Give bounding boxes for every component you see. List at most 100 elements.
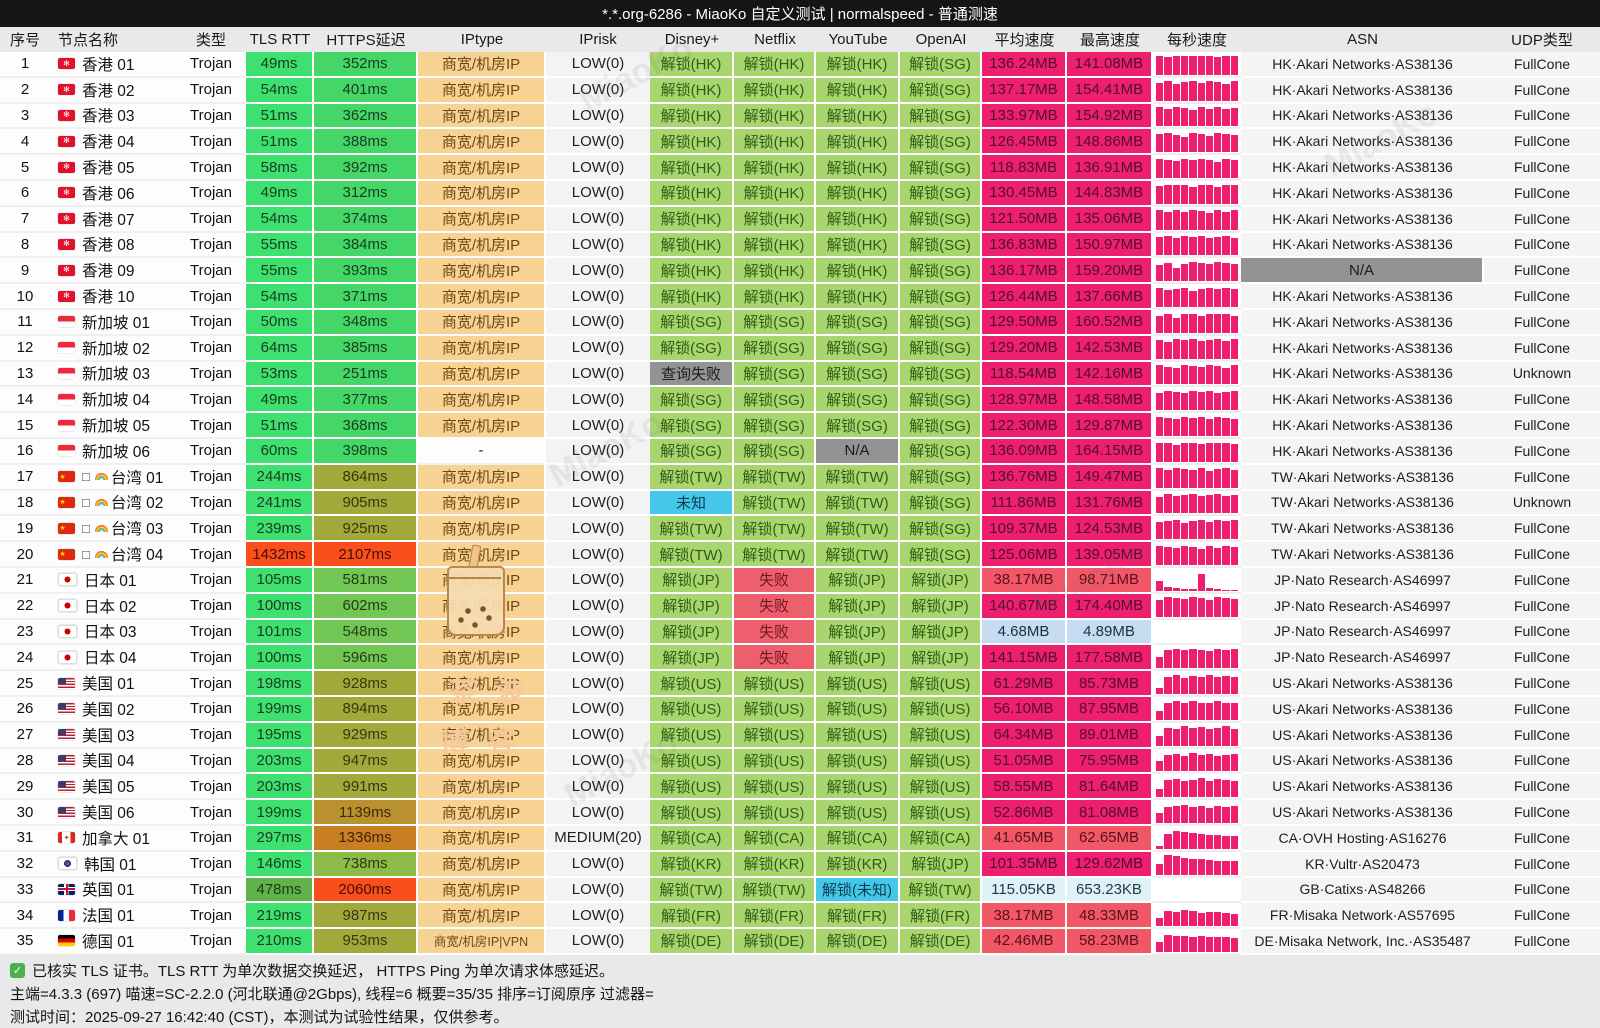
cell-index: 10 [0,284,50,310]
table-row: 22 日本 02 Trojan 100ms 602ms 商宽/机房IP LOW(… [0,593,1600,620]
cell-avg-speed: 64.34MB [982,722,1067,749]
table-header: 序号 节点名称 类型 TLS RTT HTTPS延迟 IPtype IPrisk Disney… [0,27,1600,52]
cell-max-speed: 87.95MB [1067,696,1153,723]
cell-disney: 解锁(JP) [650,567,734,594]
cell-https-latency: 2107ms [314,542,418,568]
footer: ✓ 已核实 TLS 证书。TLS RTT 为单次数据交换延迟， HTTPS Pi… [0,954,1600,1028]
cell-youtube: 解锁(TW) [816,542,900,568]
cell-node-name: 香港 10 [50,284,176,310]
cell-index: 13 [0,361,50,388]
cell-asn: US·Akari Networks·AS38136 [1241,800,1484,826]
cell-iprisk: LOW(0) [546,929,650,955]
cell-asn: HK·Akari Networks·AS38136 [1241,438,1484,465]
cell-type: Trojan [176,516,246,543]
cell-https-latency: 905ms [314,490,418,517]
cell-iptype: 商宽/机房IP [418,696,546,723]
cell-max-speed: 4.89MB [1067,619,1153,646]
cell-iprisk: LOW(0) [546,542,650,568]
cell-iptype: 商宽/机房IP [418,103,546,130]
cell-https-latency: 401ms [314,77,418,104]
cell-openai: 解锁(SG) [900,516,982,543]
cell-type: Trojan [176,774,246,801]
flag-sg-icon [58,393,75,405]
cell-max-speed: 48.33MB [1067,903,1153,930]
flag-hk-icon [58,58,75,70]
cell-node-name: 新加坡 01 [50,309,176,336]
cell-node-name: 美国 03 [50,722,176,749]
cell-node-name: □台湾 01 [50,464,176,491]
cell-asn: TW·Akari Networks·AS38136 [1241,516,1484,543]
cell-youtube: 解锁(US) [816,800,900,826]
speed-sparkline [1153,696,1241,723]
cell-node-name: 美国 01 [50,671,176,697]
cell-udp-type: FullCone [1484,929,1600,955]
speed-sparkline [1153,825,1241,852]
cell-asn: JP·Nato Research·AS46997 [1241,619,1484,646]
verified-check-icon: ✓ [10,962,25,978]
speed-sparkline [1153,542,1241,568]
cell-iptype: 商宽/机房IP [418,361,546,388]
cell-type: Trojan [176,464,246,491]
speed-sparkline [1153,309,1241,336]
cell-disney: 解锁(TW) [650,464,734,491]
cell-max-speed: 136.91MB [1067,155,1153,181]
cell-https-latency: 371ms [314,284,418,310]
cell-netflix: 解锁(US) [734,774,816,801]
cell-max-speed: 150.97MB [1067,232,1153,259]
cell-index: 27 [0,722,50,749]
cell-udp-type: FullCone [1484,800,1600,826]
cell-max-speed: 148.86MB [1067,129,1153,156]
cell-max-speed: 81.08MB [1067,800,1153,826]
speed-sparkline [1153,284,1241,310]
cell-openai: 解锁(SG) [900,180,982,207]
cell-iprisk: LOW(0) [546,567,650,594]
table-row: 7 香港 07 Trojan 54ms 374ms 商宽/机房IP LOW(0)… [0,206,1600,233]
cell-type: Trojan [176,413,246,439]
cell-udp-type: FullCone [1484,438,1600,465]
cell-type: Trojan [176,490,246,517]
speed-sparkline [1153,851,1241,878]
cell-netflix: 解锁(HK) [734,258,816,285]
cell-https-latency: 548ms [314,619,418,646]
cell-node-name: 香港 01 [50,52,176,78]
cell-max-speed: 144.83MB [1067,180,1153,207]
flag-sg-icon [58,367,75,379]
cell-udp-type: FullCone [1484,825,1600,852]
cell-iprisk: LOW(0) [546,464,650,491]
cell-disney: 解锁(US) [650,800,734,826]
cell-avg-speed: 126.45MB [982,129,1067,156]
cell-asn: HK·Akari Networks·AS38136 [1241,129,1484,156]
cell-openai: 解锁(SG) [900,103,982,130]
cell-openai: 解锁(US) [900,696,982,723]
col-header-6: IPrisk [579,31,617,48]
cell-openai: 解锁(TW) [900,877,982,904]
cell-index: 34 [0,903,50,930]
cell-netflix: 失败 [734,619,816,646]
cell-disney: 解锁(US) [650,722,734,749]
col-header-12: 最高速度 [1079,32,1140,49]
cell-node-name: 美国 04 [50,748,176,775]
table-row: 19 □台湾 03 Trojan 239ms 925ms 商宽/机房IP LOW… [0,516,1600,543]
cell-iptype: 商宽/机房IP [418,825,546,852]
cell-max-speed: 154.92MB [1067,103,1153,130]
cell-openai: 解锁(SG) [900,387,982,414]
footer-env-info: 主端=4.3.3 (697) 喵速=SC-2.2.0 (河北联通@2Gbps),… [10,985,654,1003]
speed-sparkline [1153,800,1241,826]
table-row: 23 日本 03 Trojan 101ms 548ms 商宽/机房IP LOW(… [0,619,1600,646]
cell-udp-type: FullCone [1484,593,1600,620]
cell-iptype: 商宽/机房IP [418,258,546,285]
cell-udp-type: FullCone [1484,516,1600,543]
cell-asn: US·Akari Networks·AS38136 [1241,722,1484,749]
cell-index: 7 [0,206,50,233]
cell-openai: 解锁(SG) [900,77,982,104]
cell-https-latency: 738ms [314,851,418,878]
cell-iprisk: LOW(0) [546,155,650,181]
cell-tls-rtt: 203ms [246,748,314,775]
cell-asn: HK·Akari Networks·AS38136 [1241,103,1484,130]
cell-asn: HK·Akari Networks·AS38136 [1241,387,1484,414]
cell-disney: 解锁(HK) [650,206,734,233]
cell-iptype: 商宽/机房IP [418,619,546,646]
cell-https-latency: 348ms [314,309,418,336]
cell-avg-speed: 130.45MB [982,180,1067,207]
speed-sparkline [1153,52,1241,78]
